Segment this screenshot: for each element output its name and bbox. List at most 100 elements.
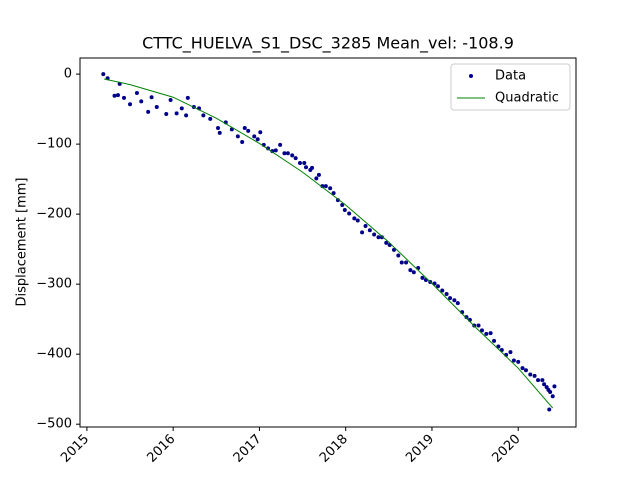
data-point: [293, 156, 298, 161]
data-point: [528, 372, 533, 377]
y-tick-label: 0: [64, 67, 72, 82]
data-point: [328, 186, 333, 191]
data-point: [396, 253, 401, 258]
data-point: [516, 359, 521, 364]
data-point: [184, 113, 189, 118]
data-point: [149, 95, 154, 100]
data-point: [372, 232, 377, 237]
data-point: [363, 224, 368, 229]
data-point: [258, 130, 263, 135]
data-point: [340, 203, 345, 208]
plot-frame: [79, 57, 577, 428]
legend-marker: [469, 74, 473, 78]
data-point: [440, 288, 445, 293]
data-point: [523, 368, 528, 373]
data-point: [335, 198, 340, 203]
data-point: [547, 407, 552, 412]
data-point: [532, 373, 537, 378]
data-point: [360, 230, 365, 235]
legend-label: Data: [495, 69, 526, 84]
data-point: [139, 99, 144, 104]
data-point: [252, 134, 257, 139]
y-tick-label: −500: [36, 417, 72, 432]
data-point: [304, 165, 309, 170]
data-point: [376, 235, 381, 240]
data-point: [391, 247, 396, 252]
data-point: [208, 116, 213, 121]
data-point: [278, 142, 283, 147]
data-point: [115, 93, 120, 98]
data-point: [154, 105, 159, 110]
data-point: [121, 95, 126, 100]
data-point: [536, 378, 541, 383]
x-tick-label: 2017: [231, 432, 265, 466]
chart-title: CTTC_HUELVA_S1_DSC_3285 Mean_vel: -108.9: [142, 34, 514, 54]
x-tick-label: 2016: [144, 432, 178, 466]
x-tick-label: 2019: [403, 432, 437, 466]
data-point: [297, 161, 302, 166]
data-point: [323, 184, 328, 189]
data-point: [331, 191, 336, 196]
y-tick-label: −300: [36, 277, 72, 292]
y-tick-label: −100: [36, 137, 72, 152]
data-point: [302, 161, 307, 166]
data-point: [282, 151, 287, 156]
data-point: [479, 328, 484, 333]
data-point: [540, 378, 545, 383]
data-point: [347, 211, 352, 216]
data-point: [168, 98, 173, 103]
data-point: [496, 344, 501, 349]
data-point: [379, 235, 384, 240]
data-point: [404, 260, 409, 265]
data-point: [242, 126, 247, 131]
data-point: [240, 140, 245, 145]
data-point: [310, 165, 315, 170]
data-point: [246, 128, 251, 133]
data-point: [552, 384, 557, 389]
x-tick-label: 2018: [317, 432, 351, 466]
data-point: [367, 228, 372, 233]
data-point: [520, 366, 525, 371]
data-point: [174, 111, 179, 116]
data-point: [146, 109, 151, 114]
data-point: [235, 134, 240, 139]
data-point: [476, 323, 481, 328]
data-point: [179, 106, 184, 111]
data-point: [435, 284, 440, 289]
data-point: [420, 275, 425, 280]
data-point: [444, 291, 449, 296]
data-point: [355, 218, 360, 223]
data-point: [488, 331, 493, 336]
data-point: [399, 260, 404, 265]
x-tick-label: 2020: [490, 432, 524, 466]
data-point: [217, 130, 222, 135]
y-tick-label: −200: [36, 207, 72, 222]
data-point: [464, 315, 469, 320]
data-point: [408, 268, 413, 273]
data-point: [185, 95, 190, 100]
data-point: [484, 331, 489, 336]
legend-label: Quadratic: [495, 91, 559, 106]
data-point: [134, 91, 139, 96]
data-point: [455, 301, 460, 306]
data-point: [112, 93, 117, 98]
x-tick-label: 2015: [58, 432, 92, 466]
data-point: [548, 389, 553, 394]
data-point: [201, 113, 206, 118]
fit-line: [104, 78, 554, 409]
data-point: [411, 270, 416, 275]
data-point: [216, 126, 221, 131]
data-point: [352, 216, 357, 221]
data-point: [448, 296, 453, 301]
data-point: [316, 172, 321, 177]
data-point: [290, 153, 295, 158]
data-point: [550, 394, 555, 399]
data-point: [342, 207, 347, 212]
data-point: [492, 338, 497, 343]
data-point: [542, 382, 547, 387]
data-point: [128, 102, 133, 107]
data-point: [452, 298, 457, 303]
data-point: [255, 137, 260, 142]
y-axis-label: Displacement [mm]: [15, 178, 30, 307]
